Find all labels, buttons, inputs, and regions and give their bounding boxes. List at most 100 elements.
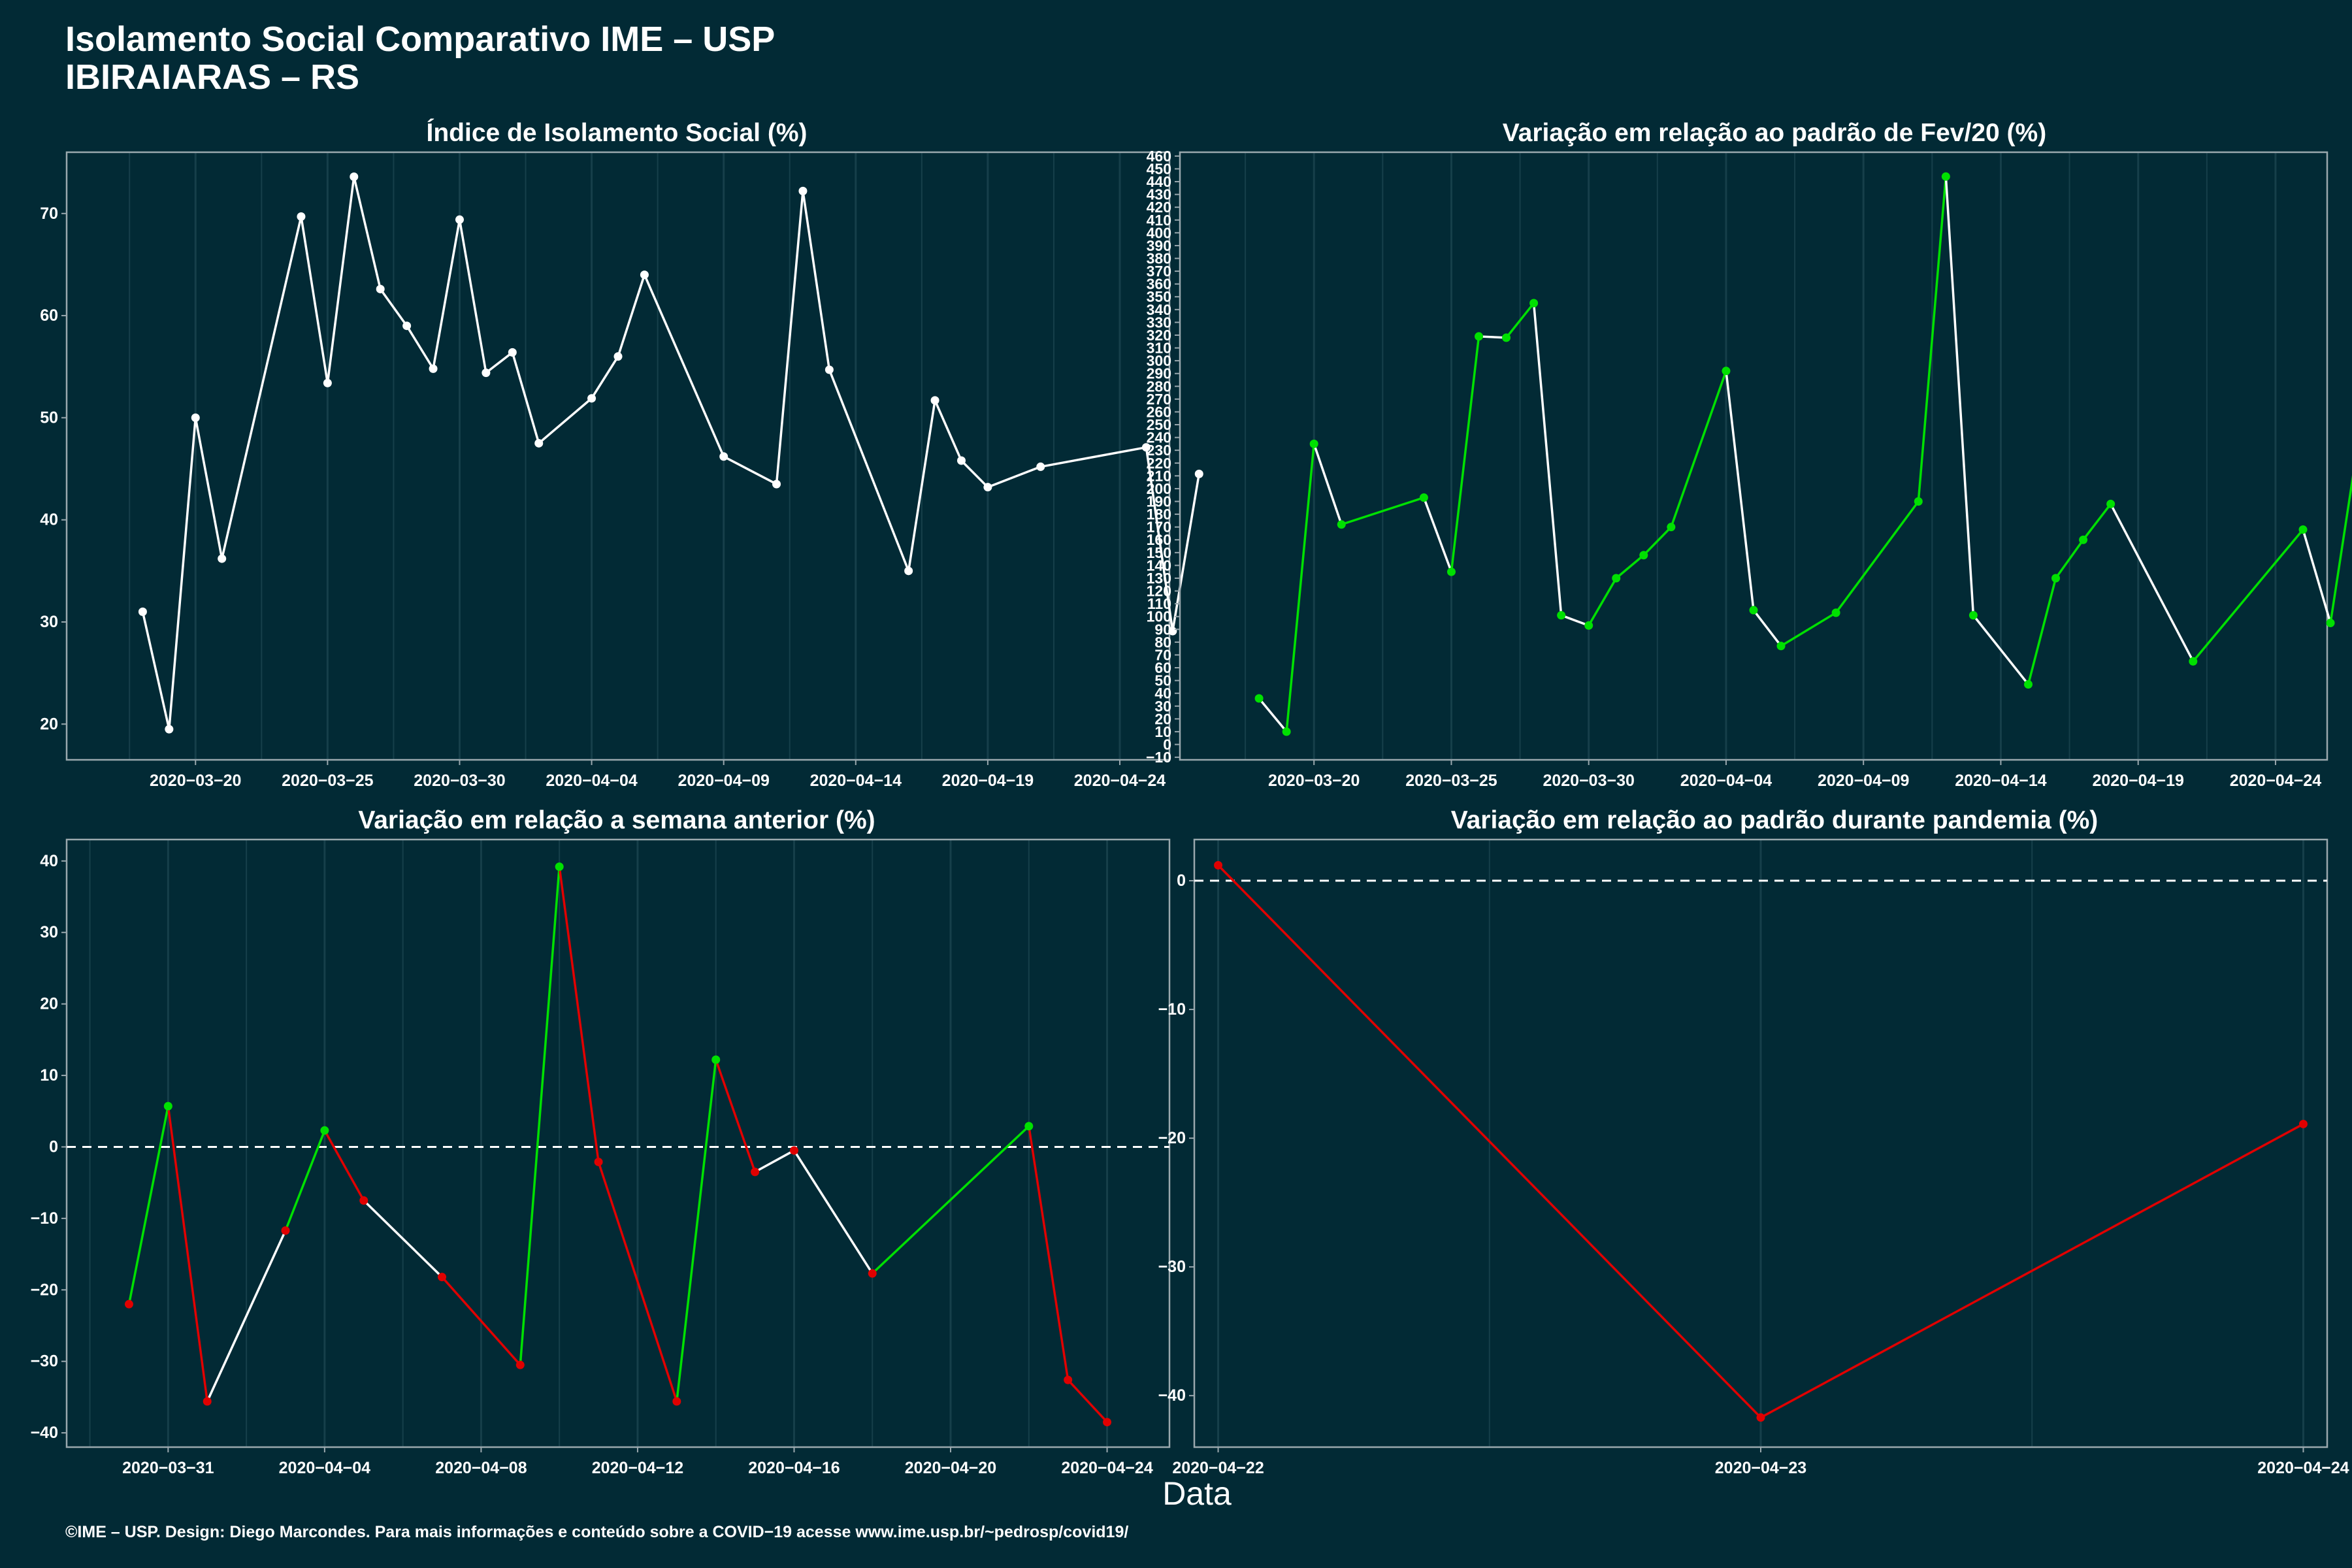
data-point <box>1036 462 1045 471</box>
x-tick-label: 2020−04−24 <box>1074 772 1166 790</box>
y-tick-label: 140 <box>1147 557 1171 574</box>
y-tick-label: 220 <box>1147 455 1171 472</box>
data-point <box>2106 499 2115 508</box>
y-tick-label: −30 <box>1158 1258 1186 1276</box>
data-point <box>376 284 385 293</box>
y-tick-label: −10 <box>31 1209 58 1228</box>
y-tick-label: 180 <box>1147 506 1171 523</box>
data-point <box>165 725 174 734</box>
series-segment <box>206 1229 287 1403</box>
y-tick-label: 440 <box>1147 173 1171 190</box>
series-segment <box>405 324 434 370</box>
y-tick-label: 310 <box>1147 340 1171 357</box>
y-tick-label: 240 <box>1147 429 1171 446</box>
y-tick-label: 50 <box>40 408 58 427</box>
x-tick-label: 2020−04−04 <box>546 772 638 790</box>
data-point <box>1722 367 1731 376</box>
x-tick-label: 2020−04−24 <box>1061 1459 1153 1477</box>
y-tick-label: −40 <box>1158 1386 1186 1405</box>
series-segment <box>2109 502 2195 662</box>
y-tick-label: 280 <box>1147 378 1171 395</box>
y-tick-label: 10 <box>40 1066 58 1085</box>
panel-title: Índice de Isolamento Social (%) <box>427 118 808 147</box>
series-segment <box>590 355 619 400</box>
series-segment <box>1422 496 1453 573</box>
data-point <box>1419 493 1428 502</box>
panel-title: Variação em relação ao padrão de Fev/20 … <box>1503 119 2046 147</box>
data-point <box>1941 172 1950 181</box>
series-segment <box>2302 528 2332 625</box>
data-point <box>2298 1119 2308 1128</box>
x-tick-label: 2020−03−25 <box>1405 772 1497 790</box>
series-segment <box>458 218 487 374</box>
plot-frame <box>1179 151 2328 761</box>
series-segment <box>1642 525 1673 557</box>
x-tick-label: 2020−04−14 <box>810 772 902 790</box>
series-segment <box>722 455 778 485</box>
data-point <box>798 186 808 195</box>
series-segment <box>1587 577 1618 627</box>
series-segment <box>1615 553 1645 580</box>
data-point <box>789 1146 798 1155</box>
data-point <box>455 215 464 224</box>
y-tick-label: 410 <box>1147 212 1171 229</box>
data-point <box>1024 1122 1034 1131</box>
y-tick-label: 160 <box>1147 531 1171 548</box>
series-segment <box>907 399 936 572</box>
series-segment <box>617 273 646 358</box>
series-segment <box>802 189 831 371</box>
y-tick-label: 50 <box>1154 672 1171 689</box>
data-point <box>1612 574 1621 583</box>
data-point <box>297 212 306 221</box>
series-segment <box>934 399 963 462</box>
data-point <box>1639 551 1648 560</box>
series-segment <box>1532 302 1563 617</box>
data-point <box>1914 497 1923 506</box>
panel-variation-vs-pandemic-pattern: Variação em relação ao padrão durante pa… <box>1158 806 2349 1477</box>
data-point <box>508 348 517 357</box>
data-point <box>904 566 913 576</box>
y-tick-label: 250 <box>1147 416 1171 433</box>
data-point <box>2079 535 2088 544</box>
data-point <box>359 1196 368 1205</box>
y-tick-label: 400 <box>1147 224 1171 241</box>
data-point <box>163 1102 172 1111</box>
series-segment <box>194 416 223 560</box>
series-segment <box>2054 538 2085 580</box>
data-point <box>1749 606 1758 615</box>
series-segment <box>323 1129 365 1202</box>
series-segment <box>1039 446 1148 468</box>
x-tick-label: 2020−03−30 <box>414 772 505 790</box>
y-tick-label: −20 <box>31 1281 58 1299</box>
y-tick-label: 350 <box>1147 288 1171 305</box>
data-point <box>218 554 227 563</box>
x-tick-label: 2020−04−04 <box>279 1459 371 1477</box>
data-point <box>2326 619 2335 628</box>
data-point <box>751 1168 760 1177</box>
data-point <box>2189 657 2198 666</box>
x-tick-label: 2020−04−20 <box>905 1459 996 1477</box>
data-point <box>983 483 992 492</box>
series-segment <box>353 175 382 291</box>
y-tick-label: 210 <box>1147 467 1171 484</box>
series-segment <box>1477 335 1508 339</box>
series-segment <box>676 1058 717 1403</box>
data-point <box>1831 608 1840 617</box>
series-segment <box>1028 1124 1070 1381</box>
data-point <box>930 396 939 405</box>
x-tick-label: 2020−03−31 <box>122 1459 214 1477</box>
plot-frame <box>65 151 1171 761</box>
data-point <box>613 352 623 361</box>
series-segment <box>558 865 600 1164</box>
data-point <box>672 1397 681 1406</box>
series-segment <box>1217 864 1762 1419</box>
x-tick-label: 2020−04−23 <box>1715 1459 1806 1477</box>
series-segment <box>1505 302 1535 339</box>
y-tick-label: 380 <box>1147 250 1171 267</box>
y-tick-label: 340 <box>1147 301 1171 318</box>
y-tick-label: 430 <box>1147 186 1171 203</box>
figure-subtitle: IBIRAIARAS – RS <box>65 57 359 97</box>
y-tick-label: 30 <box>40 923 58 941</box>
x-tick-label: 2020−04−09 <box>678 772 769 790</box>
series-segment <box>432 218 461 370</box>
